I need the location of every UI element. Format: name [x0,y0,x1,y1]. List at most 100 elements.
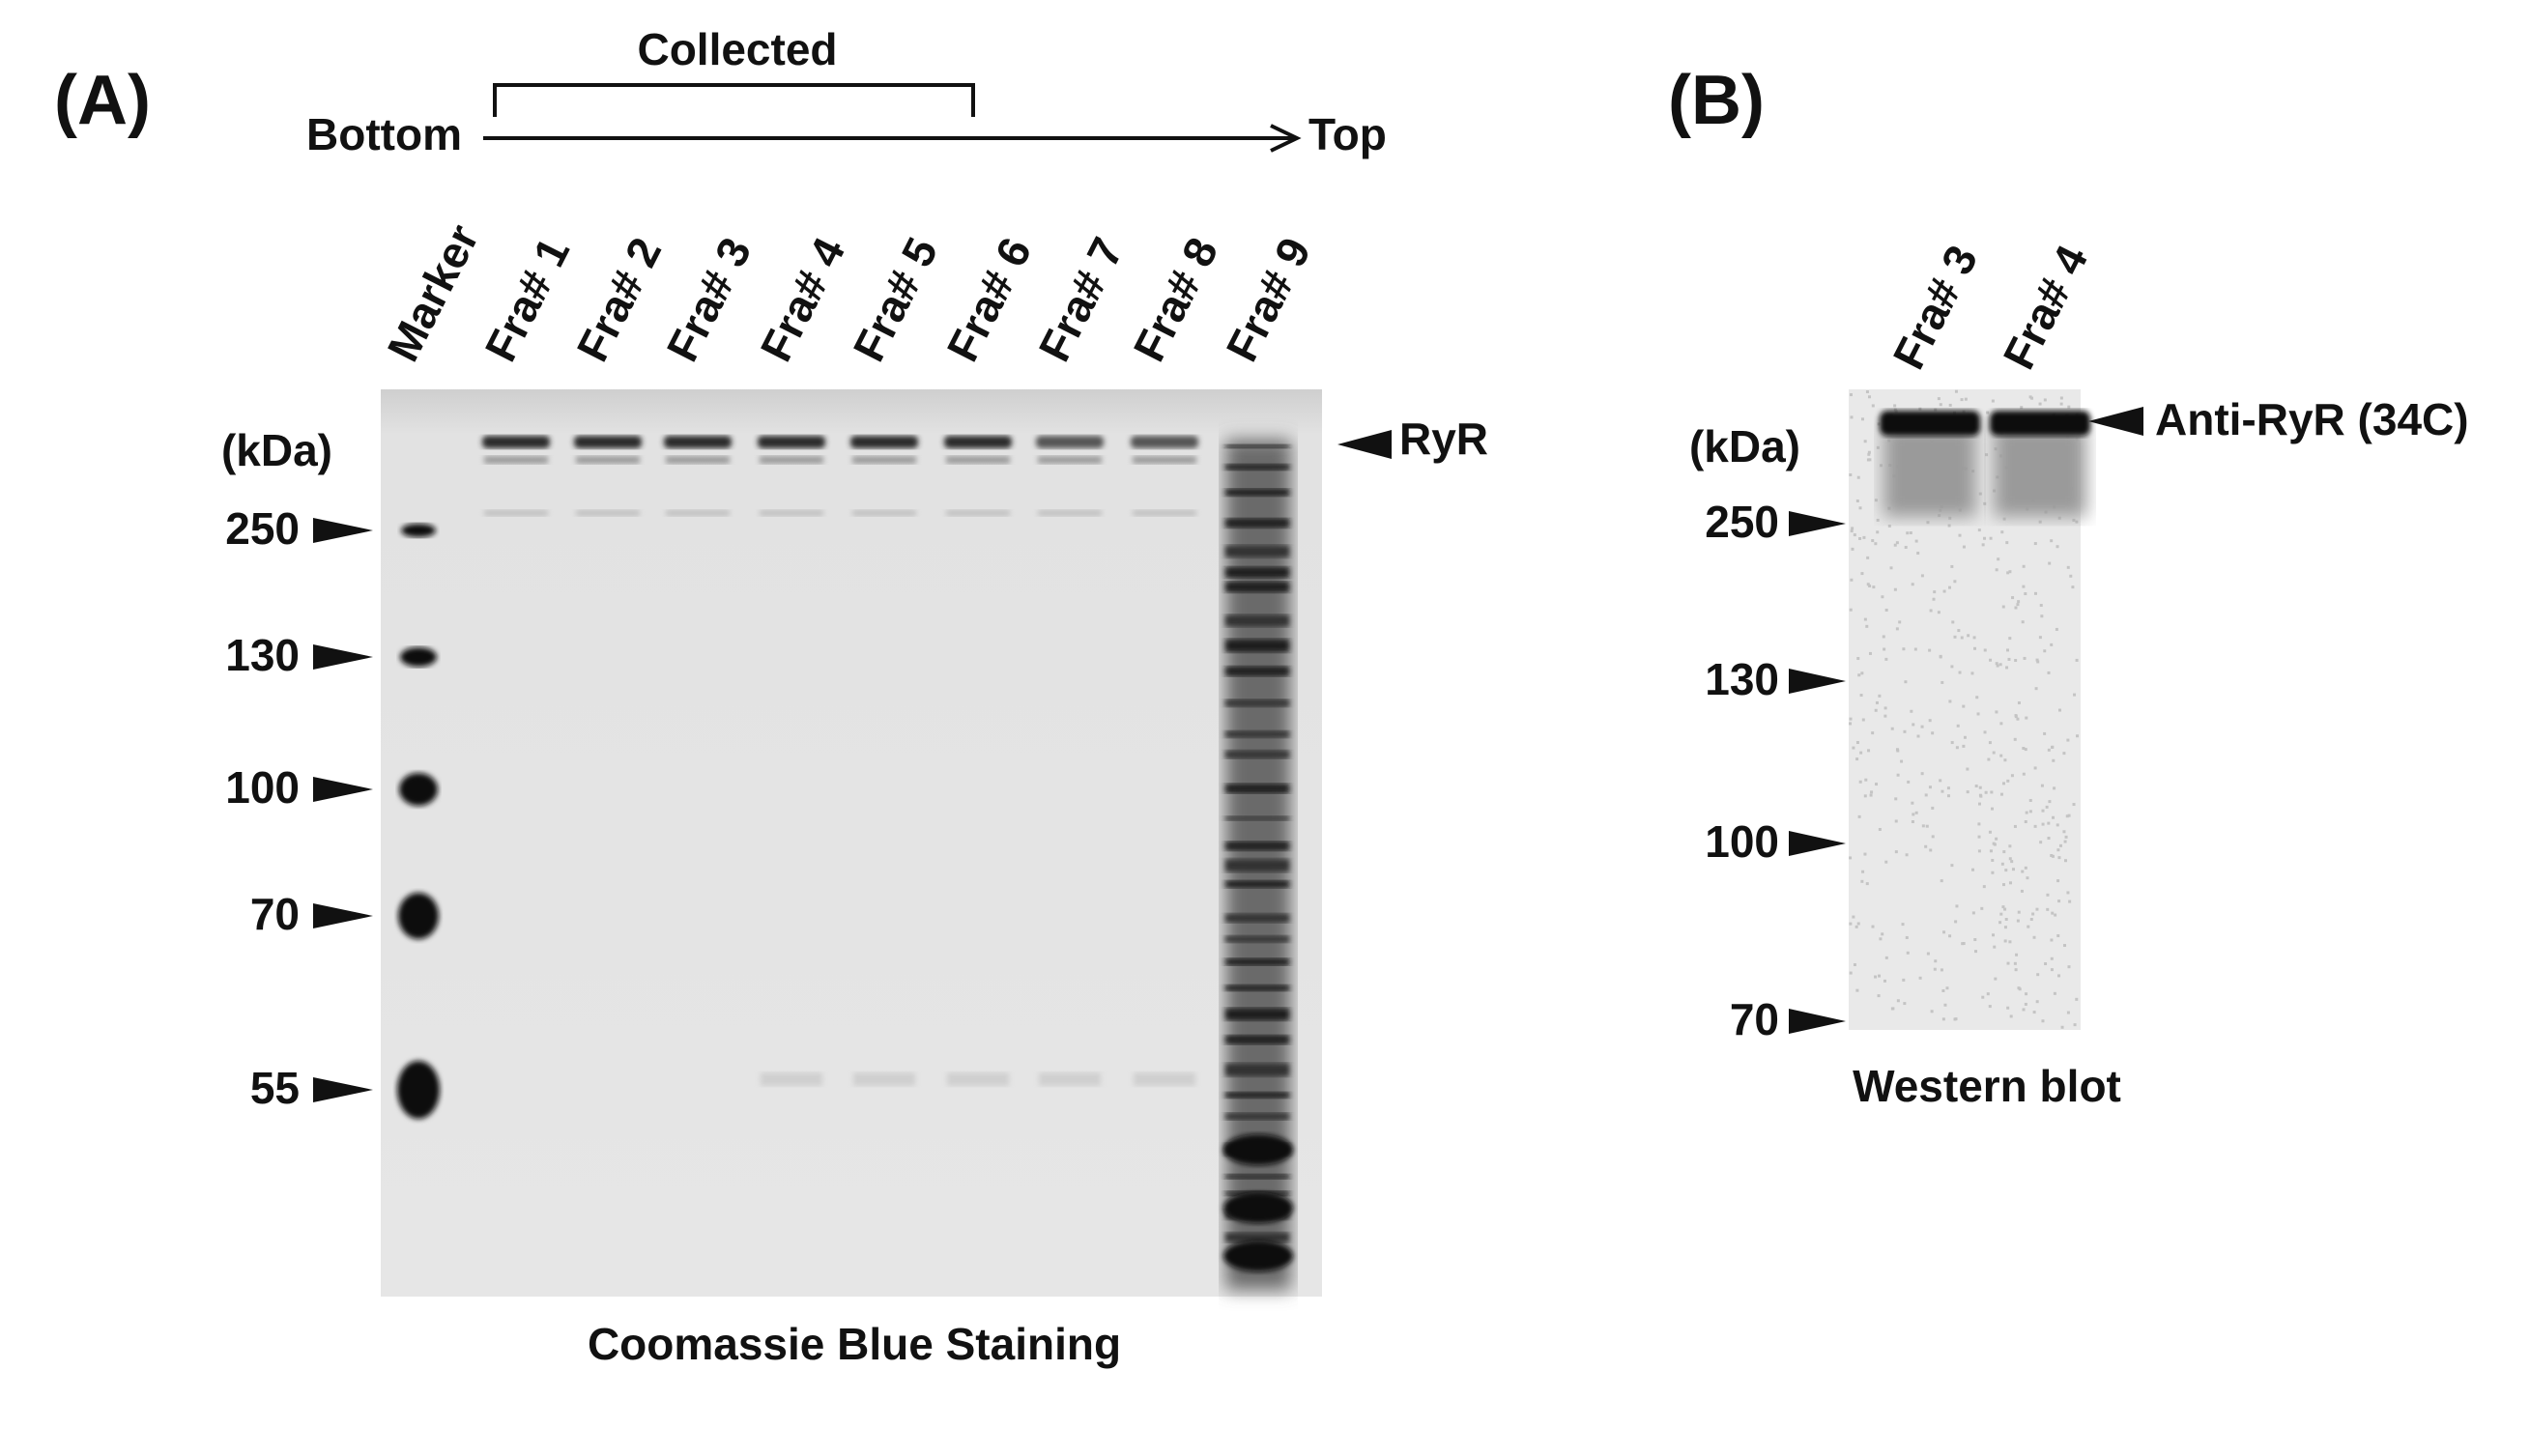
noise [1867,450,1871,454]
noise [2001,782,2005,785]
noise [1963,735,1967,739]
band-arrow [2088,407,2143,436]
band [1223,1241,1293,1271]
noise [1849,608,1853,612]
noise [2011,868,2015,871]
noise [1883,714,1887,718]
noise [2060,1025,2064,1029]
noise [2048,800,2052,804]
noise [2053,991,2056,995]
noise [2043,731,2047,735]
noise [1849,971,1853,975]
noise [1898,620,1902,624]
band [1225,913,1289,923]
noise [1887,524,1891,528]
noise [2059,402,2063,406]
noise [1850,529,1854,533]
noise [1951,620,1955,624]
noise [1896,999,1900,1003]
noise [2064,835,2068,839]
noise [2028,395,2032,399]
noise [2003,939,2007,943]
noise [1953,635,1957,639]
marker-arrow [1789,1009,1846,1034]
noise [1906,531,1910,535]
noise [1902,647,1906,651]
noise [2056,934,2060,938]
noise [1990,807,1994,811]
noise [1955,904,1959,908]
noise [1950,665,1954,669]
noise [1948,934,1952,938]
lane-label: Fra# 2 [566,230,671,369]
noise [1998,663,2002,667]
noise [1950,564,1954,568]
faint-band [946,456,1010,464]
noise [2024,592,2027,596]
noise [2003,926,2007,929]
noise [1928,719,1932,723]
noise [2000,530,2004,534]
noise [2062,830,2066,834]
noise [2035,1000,2039,1004]
faint-band [1038,510,1102,516]
noise [1849,717,1853,721]
noise [2071,585,2075,589]
noise [2050,938,2054,942]
ryr-band [944,436,1012,448]
noise [2002,517,2006,521]
noise [1861,870,1865,873]
noise [1942,589,1946,593]
noise [1931,731,1935,735]
noise [1999,754,2003,757]
noise [1990,790,1994,794]
noise [1988,1005,1992,1009]
noise [2006,648,2010,652]
noise [1868,395,1872,399]
noise [1925,824,1929,828]
noise [1879,464,1883,468]
noise [2056,823,2059,827]
band [1225,1092,1289,1099]
noise [1955,746,1959,750]
marker-band [399,773,438,806]
noise [1978,785,1982,789]
faint-band [852,456,916,464]
lane-label: Fra# 3 [656,230,761,369]
noise [1934,408,1938,412]
noise [2036,660,2040,664]
noise [1895,748,1899,752]
gel-b-bands [1849,389,2090,1029]
noise [1946,786,1950,790]
band [1225,1174,1289,1180]
noise [1849,922,1853,926]
noise [1869,793,1873,797]
noise [1857,673,1861,677]
lane-label: Fra# 8 [1123,230,1227,369]
noise [1907,780,1911,784]
noise [1893,543,1897,547]
noise [2047,748,2051,752]
noise [2000,862,2004,866]
noise [2043,649,2047,653]
noise [1856,922,1860,926]
faint-band [1133,456,1196,464]
marker-label: 70 [1730,994,1779,1044]
ryr-band [1036,436,1104,448]
noise [1973,646,1977,650]
band [1225,880,1289,888]
arrow-head [1270,124,1302,153]
band [1225,545,1289,557]
noise [1939,403,1942,407]
noise [1849,856,1853,860]
lane-label: Fra# 9 [1216,230,1320,369]
noise [1850,415,1854,419]
marker-band [401,524,436,537]
noise [2024,866,2027,870]
noise [2075,997,2079,1001]
noise [2072,518,2076,522]
noise [1999,722,2003,726]
noise [1977,802,1981,806]
noise [1863,440,1867,443]
lane-label: Fra# 4 [1993,237,2097,377]
